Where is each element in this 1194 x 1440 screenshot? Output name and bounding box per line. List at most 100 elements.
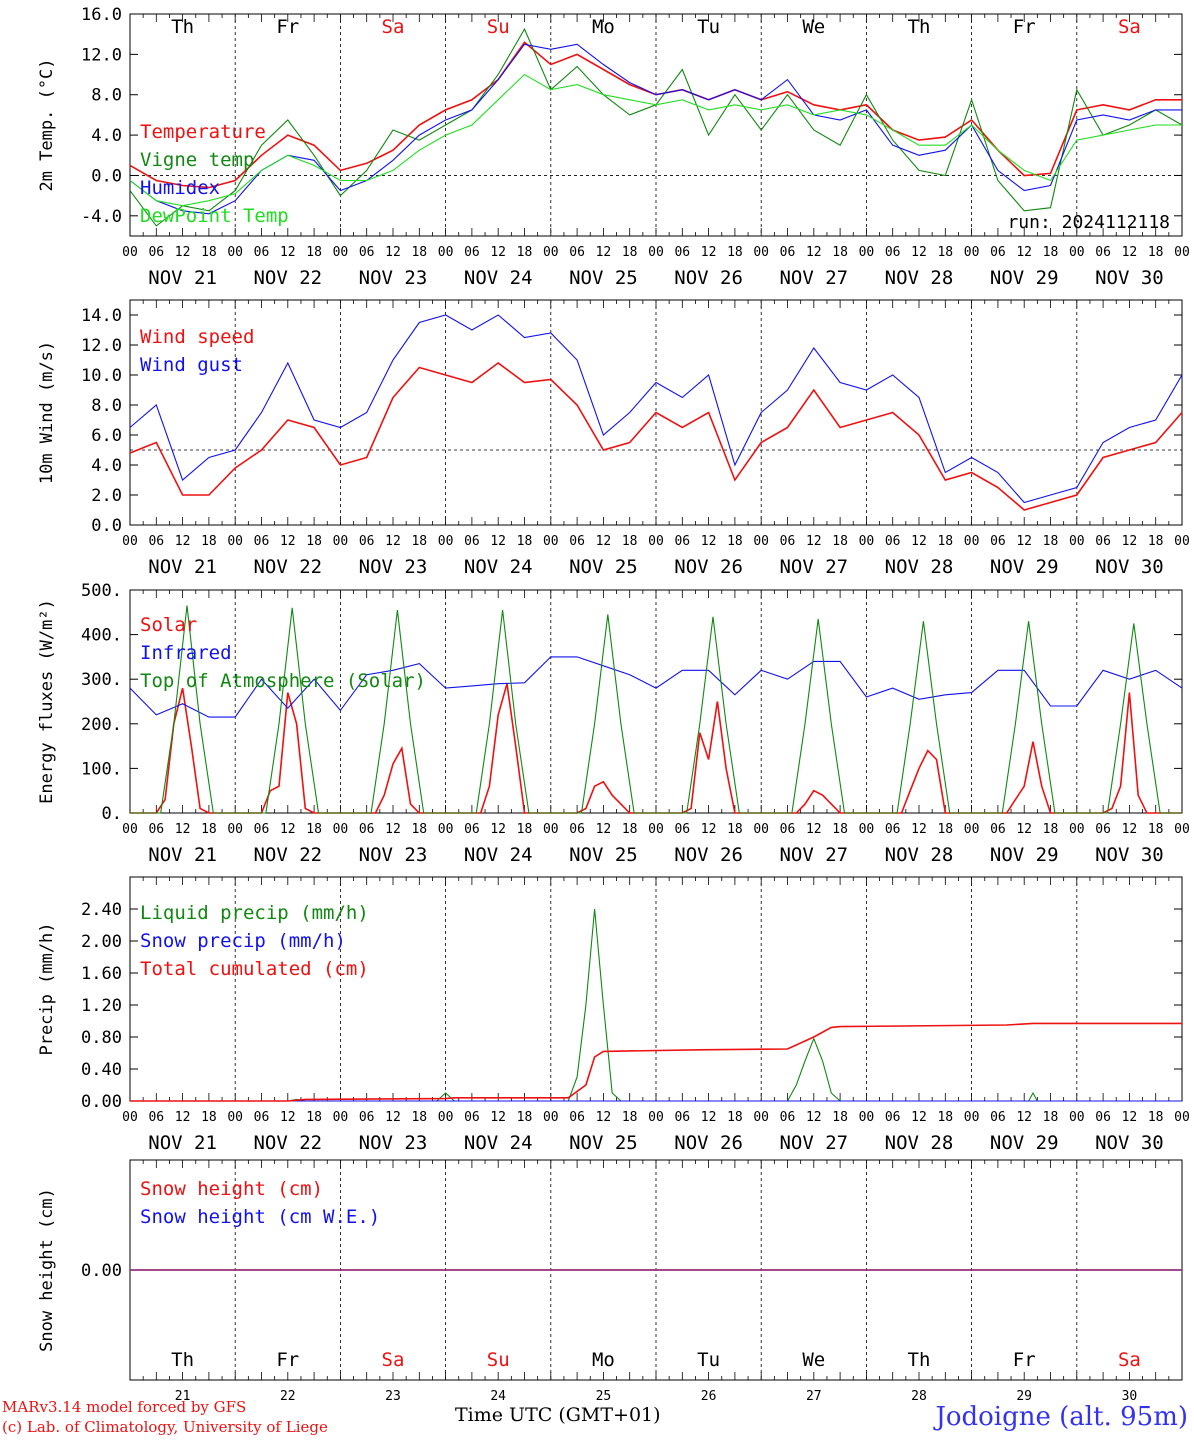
hour-tick-label: 00 xyxy=(753,534,769,549)
weekday-label: Fr xyxy=(1013,1349,1036,1371)
hour-tick-label: 12 xyxy=(175,1110,191,1125)
hour-tick-label: 00 xyxy=(648,534,664,549)
hour-tick-label: 12 xyxy=(490,245,506,260)
date-label: NOV 28 xyxy=(885,1132,954,1154)
hour-tick-label: 06 xyxy=(674,245,690,260)
date-label: NOV 29 xyxy=(990,267,1059,289)
hour-tick-label: 06 xyxy=(359,1110,375,1125)
hour-tick-label: 06 xyxy=(254,1110,270,1125)
hour-tick-label: 00 xyxy=(333,822,349,837)
hour-tick-label: 06 xyxy=(359,245,375,260)
day-number-label: 28 xyxy=(911,1389,927,1404)
legend-entry: DewPoint Temp xyxy=(140,205,289,227)
hour-tick-label: 06 xyxy=(780,534,796,549)
y-tick-label: 500. xyxy=(81,581,122,601)
hour-tick-label: 12 xyxy=(280,822,296,837)
hour-tick-label: 06 xyxy=(464,245,480,260)
y-tick-label: 0.80 xyxy=(81,1028,122,1048)
hour-tick-label: 18 xyxy=(1148,822,1164,837)
hour-tick-label: 06 xyxy=(674,534,690,549)
series-line-infrared xyxy=(129,656,1183,718)
hour-tick-label: 18 xyxy=(727,245,743,260)
y-tick-label: 8.0 xyxy=(91,86,122,106)
hour-tick-label: 06 xyxy=(990,822,1006,837)
hour-tick-label: 00 xyxy=(964,822,980,837)
date-label: NOV 30 xyxy=(1095,1132,1164,1154)
weekday-label: Fr xyxy=(276,1349,299,1371)
hour-tick-label: 12 xyxy=(175,245,191,260)
hour-tick-label: 00 xyxy=(122,534,138,549)
series-line-wind-gust xyxy=(129,314,1183,504)
hour-tick-label: 12 xyxy=(385,534,401,549)
hour-tick-label: 12 xyxy=(701,822,717,837)
weekday-label: Su xyxy=(487,16,510,38)
hour-tick-label: 12 xyxy=(701,245,717,260)
hour-tick-label: 12 xyxy=(596,1110,612,1125)
hour-tick-label: 00 xyxy=(438,822,454,837)
date-label: NOV 30 xyxy=(1095,267,1164,289)
hour-tick-label: 00 xyxy=(1174,534,1190,549)
date-label: NOV 24 xyxy=(464,844,533,866)
hour-tick-label: 00 xyxy=(227,822,243,837)
location-label: Jodoigne (alt. 95m) xyxy=(935,1402,1188,1432)
hour-tick-label: 18 xyxy=(727,534,743,549)
hour-tick-label: 12 xyxy=(911,534,927,549)
y-tick-label: 16.0 xyxy=(81,5,122,25)
hour-tick-label: 06 xyxy=(148,245,164,260)
hour-tick-label: 00 xyxy=(648,822,664,837)
hour-tick-label: 18 xyxy=(411,1110,427,1125)
hour-tick-label: 06 xyxy=(569,822,585,837)
hour-tick-label: 00 xyxy=(122,245,138,260)
hour-tick-label: 06 xyxy=(359,534,375,549)
hour-tick-label: 18 xyxy=(832,245,848,260)
date-label: NOV 25 xyxy=(569,556,638,578)
hour-tick-label: 18 xyxy=(622,534,638,549)
hour-tick-label: 12 xyxy=(1016,534,1032,549)
day-number-label: 22 xyxy=(280,1389,296,1404)
hour-tick-label: 00 xyxy=(333,534,349,549)
weekday-label: We xyxy=(802,1349,825,1371)
hour-tick-label: 00 xyxy=(543,534,559,549)
hour-tick-label: 18 xyxy=(517,245,533,260)
hour-tick-label: 00 xyxy=(753,245,769,260)
hour-tick-label: 00 xyxy=(227,534,243,549)
hour-tick-label: 18 xyxy=(832,1110,848,1125)
hour-tick-label: 00 xyxy=(859,245,875,260)
hour-tick-label: 12 xyxy=(806,245,822,260)
date-label: NOV 22 xyxy=(253,1132,322,1154)
weekday-label: Fr xyxy=(1013,16,1036,38)
y-tick-label: 100. xyxy=(81,759,122,779)
series-line-total-cumulated-cm- xyxy=(130,1022,1182,1102)
hour-tick-label: 12 xyxy=(280,534,296,549)
legend-entry: Snow height (cm) xyxy=(140,1178,323,1200)
weekday-label: Sa xyxy=(382,1349,405,1371)
hour-tick-label: 12 xyxy=(701,534,717,549)
series-line-dewpoint-temp xyxy=(129,73,1182,207)
model-credit: MARv3.14 model forced by GFS xyxy=(2,1398,247,1416)
date-label: NOV 23 xyxy=(359,844,428,866)
hour-tick-label: 12 xyxy=(806,534,822,549)
hour-tick-label: 18 xyxy=(1148,534,1164,549)
date-label: NOV 27 xyxy=(779,267,848,289)
hour-tick-label: 18 xyxy=(937,822,953,837)
hour-tick-label: 00 xyxy=(333,1110,349,1125)
hour-tick-label: 18 xyxy=(727,822,743,837)
legend-entry: Infrared xyxy=(140,642,232,664)
hour-tick-label: 06 xyxy=(148,1110,164,1125)
hour-tick-label: 06 xyxy=(569,534,585,549)
hour-tick-label: 18 xyxy=(622,1110,638,1125)
hour-tick-label: 06 xyxy=(254,534,270,549)
y-tick-label: 6.0 xyxy=(91,426,122,446)
hour-tick-label: 18 xyxy=(727,1110,743,1125)
hour-tick-label: 00 xyxy=(543,822,559,837)
hour-tick-label: 18 xyxy=(306,245,322,260)
weekday-label: Th xyxy=(171,16,194,38)
hour-tick-label: 06 xyxy=(359,822,375,837)
hour-tick-label: 06 xyxy=(1095,822,1111,837)
hour-tick-label: 00 xyxy=(859,1110,875,1125)
hour-tick-label: 18 xyxy=(306,534,322,549)
weekday-label: Th xyxy=(908,1349,931,1371)
hour-tick-label: 06 xyxy=(990,245,1006,260)
hour-tick-label: 18 xyxy=(1148,1110,1164,1125)
